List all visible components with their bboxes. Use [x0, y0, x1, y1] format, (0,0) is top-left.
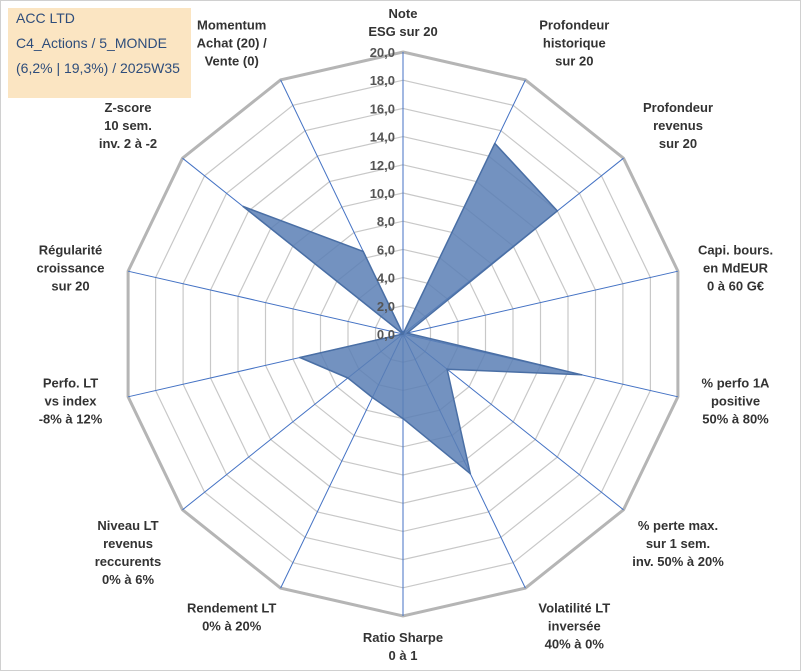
axis-label-12: Z-score 10 sem. inv. 2 à -2 — [99, 100, 157, 151]
axis-label-1: Profondeur historique sur 20 — [539, 18, 609, 69]
axis-label-12-line-2: inv. 2 à -2 — [99, 136, 157, 151]
axis-label-6-line-1: inversée — [548, 619, 601, 634]
series-0-point-7 — [402, 417, 404, 420]
tick-label-6: 12,0 — [370, 158, 395, 173]
axis-label-5-line-1: sur 1 sem. — [646, 536, 710, 551]
axis-label-5-line-0: % perte max. — [638, 518, 718, 533]
series-0-point-6 — [469, 472, 472, 475]
tick-label-1: 2,0 — [377, 299, 395, 314]
tick-label-0: 0,0 — [377, 327, 395, 342]
axis-label-2: Profondeur revenus sur 20 — [643, 100, 713, 151]
axis-label-13: Momentum Achat (20) / Vente (0) — [197, 18, 267, 69]
axis-label-8-line-0: Rendement LT — [187, 601, 276, 616]
axis-label-6: Volatilité LT inversée 40% à 0% — [538, 601, 610, 652]
radar-series — [242, 142, 583, 475]
tick-label-4: 8,0 — [377, 214, 395, 229]
tick-label-10: 20,0 — [370, 45, 395, 60]
axis-label-1-line-2: sur 20 — [555, 54, 593, 69]
axis-label-0-line-0: Note — [389, 6, 418, 21]
series-0-point-9 — [347, 377, 349, 379]
axis-label-13-line-2: Vente (0) — [205, 54, 259, 69]
axis-label-12-line-0: Z-score — [105, 100, 152, 115]
axis-label-13-line-1: Achat (20) / — [197, 36, 267, 51]
series-0-point-8 — [371, 396, 374, 399]
radar-tick-labels: 0,0 2,0 4,0 6,0 8,0 10,0 12,0 14,0 16,0 18,0 20,0 — [370, 45, 395, 342]
series-0-point-3 — [406, 332, 408, 334]
axis-label-9-line-0: Niveau LT — [97, 518, 158, 533]
radar-axis-labels: Note ESG sur 20 Profondeur historique sur 20… — [37, 6, 774, 663]
axis-label-9: Niveau LT revenus reccurents 0% à 6% — [95, 518, 161, 587]
axis-label-0-line-1: ESG sur 20 — [368, 24, 437, 39]
axis-label-1-line-0: Profondeur — [539, 18, 609, 33]
axis-label-6-line-2: 40% à 0% — [545, 637, 605, 652]
tick-label-5: 10,0 — [370, 186, 395, 201]
axis-label-8: Rendement LT 0% à 20% — [187, 601, 276, 634]
axis-label-3-line-1: en MdEUR — [703, 261, 769, 276]
series-0-point-1 — [494, 142, 496, 145]
axis-label-5: % perte max. sur 1 sem. inv. 50% à 20% — [632, 518, 724, 569]
axis-label-4-line-2: 50% à 80% — [702, 411, 769, 426]
axis-label-0: Note ESG sur 20 — [368, 6, 437, 39]
stats-line: (6,2% | 19,3%) / 2025W35 — [16, 60, 180, 76]
axis-label-2-line-2: sur 20 — [659, 136, 697, 151]
axis-label-3-line-0: Capi. bours. — [698, 243, 773, 258]
series-0-point-4 — [580, 374, 583, 376]
series-0-point-10 — [299, 356, 301, 359]
company-name: ACC LTD — [16, 10, 75, 26]
series-0-point-5 — [446, 368, 448, 371]
axis-label-13-line-0: Momentum — [197, 18, 266, 33]
axis-label-9-line-1: revenus — [103, 536, 153, 551]
axis-label-7: Ratio Sharpe 0 à 1 — [363, 630, 443, 663]
series-0-point-12 — [242, 205, 244, 208]
axis-label-7-line-1: 0 à 1 — [389, 648, 418, 663]
tick-label-7: 14,0 — [370, 130, 395, 145]
axis-label-1-line-1: historique — [543, 36, 606, 51]
tick-label-3: 6,0 — [377, 242, 395, 257]
axis-label-4-line-0: % perfo 1A — [702, 375, 771, 390]
axis-label-4: % perfo 1A positive 50% à 80% — [702, 375, 771, 426]
axis-label-10: Perfo. LT vs index -8% à 12% — [39, 375, 103, 426]
tick-label-8: 16,0 — [370, 101, 395, 116]
axis-label-3: Capi. bours. en MdEUR 0 à 60 G€ — [698, 243, 773, 294]
axis-label-10-line-1: vs index — [44, 393, 97, 408]
axis-label-11-line-2: sur 20 — [51, 279, 89, 294]
category-line: C4_Actions / 5_MONDE — [16, 35, 167, 51]
axis-label-8-line-1: 0% à 20% — [202, 619, 262, 634]
axis-label-7-line-0: Ratio Sharpe — [363, 630, 443, 645]
axis-label-11-line-1: croissance — [37, 261, 105, 276]
tick-label-2: 4,0 — [377, 271, 395, 286]
series-0-point-2 — [556, 210, 559, 212]
axis-label-9-line-2: reccurents — [95, 554, 161, 569]
axis-label-11: Régularité croissance sur 20 — [37, 243, 105, 294]
axis-label-12-line-1: 10 sem. — [104, 118, 152, 133]
axis-label-2-line-0: Profondeur — [643, 100, 713, 115]
series-0-point-13 — [362, 250, 365, 253]
series-0-point-11 — [402, 333, 404, 335]
axis-label-3-line-2: 0 à 60 G€ — [707, 279, 764, 294]
spoke-11 — [127, 270, 404, 335]
axis-label-4-line-1: positive — [711, 393, 760, 408]
axis-label-6-line-0: Volatilité LT — [538, 601, 610, 616]
axis-label-10-line-2: -8% à 12% — [39, 411, 103, 426]
axis-label-11-line-0: Régularité — [39, 243, 103, 258]
axis-label-2-line-1: revenus — [653, 118, 703, 133]
axis-label-5-line-2: inv. 50% à 20% — [632, 554, 724, 569]
info-box: ACC LTD C4_Actions / 5_MONDE (6,2% | 19,… — [8, 8, 191, 98]
axis-label-10-line-0: Perfo. LT — [43, 375, 98, 390]
axis-label-9-line-3: 0% à 6% — [102, 572, 154, 587]
tick-label-9: 18,0 — [370, 73, 395, 88]
spoke-3 — [402, 270, 679, 335]
